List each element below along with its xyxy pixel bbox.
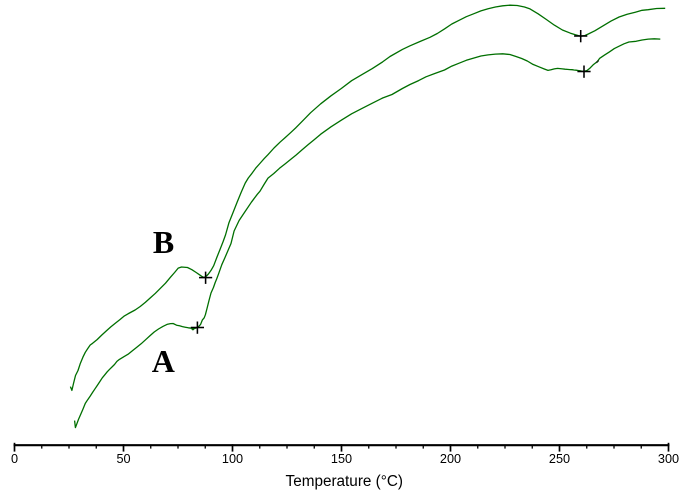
svg-text:200: 200: [440, 452, 461, 466]
svg-text:100: 100: [222, 452, 243, 466]
svg-text:0: 0: [11, 452, 18, 466]
svg-text:50: 50: [116, 452, 130, 466]
svg-text:300: 300: [658, 452, 679, 466]
svg-text:Temperature (°C): Temperature (°C): [286, 473, 403, 490]
svg-text:A: A: [152, 343, 175, 379]
svg-text:250: 250: [549, 452, 570, 466]
svg-text:B: B: [153, 224, 174, 260]
svg-text:150: 150: [331, 452, 352, 466]
